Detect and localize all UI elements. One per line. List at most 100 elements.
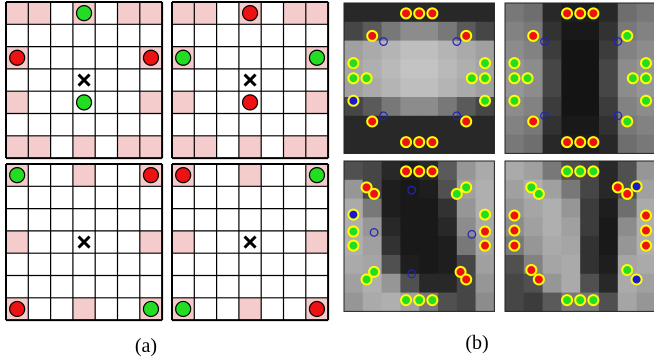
heatmap-cell (636, 40, 654, 60)
heatmap-bottom-right (504, 160, 654, 312)
heatmap-cell (617, 40, 637, 60)
shaded-cell (139, 135, 163, 159)
shaded-cell (6, 135, 29, 159)
heatmap-cell (523, 217, 543, 237)
heatmap-cell (344, 21, 364, 41)
heatmap-cell (561, 115, 581, 135)
heatmap-cell (344, 3, 364, 23)
green-keypoint (368, 265, 381, 278)
heatmap-cell (561, 21, 581, 41)
green-keypoint (525, 181, 538, 194)
heatmap-cell (523, 292, 543, 312)
caption-a: (a) (135, 335, 157, 357)
red-dot (9, 49, 26, 66)
open-blue-circle (407, 185, 417, 195)
green-keypoint (479, 72, 491, 85)
open-blue-circle (369, 228, 379, 237)
heatmap-cell (599, 21, 619, 41)
grid-bottom-right (171, 163, 330, 322)
heatmap-cell (475, 179, 495, 199)
green-keypoint (347, 72, 360, 85)
heatmap-cell (400, 97, 420, 117)
heatmap-cell (400, 59, 420, 79)
heatmap-cell (400, 21, 420, 41)
shaded-cell (238, 164, 262, 187)
heatmap-cell (542, 40, 562, 60)
shaded-cell (6, 2, 29, 25)
heatmap-cell (580, 217, 600, 237)
heatmap-cell (561, 236, 581, 256)
heatmap-cell (599, 40, 619, 60)
heatmap-cell (344, 115, 364, 135)
grid-top-left (5, 1, 164, 160)
heatmap-cell (362, 161, 382, 181)
red-keypoint (360, 181, 373, 194)
heatmap-cell (381, 179, 401, 199)
green-keypoint (508, 57, 521, 70)
heatmap-cell (344, 273, 364, 293)
red-keypoint (561, 136, 574, 149)
heatmap-cell (438, 78, 458, 98)
heatmap-cell (523, 134, 543, 154)
heatmap-cell (438, 59, 458, 79)
green-keypoint (574, 165, 587, 178)
heatmap-cell (362, 292, 382, 312)
heatmap-cell (599, 78, 619, 98)
heatmap-cell (542, 97, 562, 117)
heatmap-cell (438, 255, 458, 275)
red-keypoint (460, 115, 473, 128)
heatmap-cell (617, 3, 637, 23)
open-blue-circle (452, 37, 462, 46)
heatmap-cell (419, 179, 439, 199)
heatmap-cell (542, 292, 562, 312)
green-keypoint (347, 57, 360, 70)
shaded-cell (283, 135, 306, 159)
heatmap-cell (475, 40, 495, 60)
green-keypoint (479, 57, 491, 70)
red-dot (175, 167, 192, 184)
red-keypoint (525, 264, 538, 277)
shaded-cell (172, 2, 195, 25)
heatmap-cell (636, 292, 654, 312)
heatmap-cell (617, 134, 637, 154)
heatmap-cell (542, 59, 562, 79)
heatmap-cell (419, 59, 439, 79)
heatmap-top-right (504, 2, 654, 154)
center-cross (77, 235, 91, 249)
open-blue-circle (540, 111, 549, 121)
heatmap-cell (561, 255, 581, 275)
heatmap-cell (438, 292, 458, 312)
heatmap-cell (438, 115, 458, 135)
cross-stroke (243, 73, 257, 87)
heatmap-cell (344, 255, 364, 275)
red-keypoint (621, 187, 634, 200)
heatmap-cell (617, 236, 637, 256)
heatmap-border (343, 160, 495, 312)
center-cross (243, 73, 257, 87)
heatmap-cell (636, 78, 654, 98)
red-dot (308, 300, 326, 318)
heatmap-cell (381, 273, 401, 293)
red-keypoint (640, 209, 652, 222)
heatmap-border (343, 2, 495, 154)
shaded-cell (72, 135, 96, 159)
green-keypoint (621, 29, 634, 42)
green-dot (75, 5, 93, 22)
shaded-cell (305, 230, 329, 254)
shaded-cell (305, 91, 329, 114)
green-keypoint (640, 72, 652, 85)
heatmap-cell (542, 134, 562, 154)
heatmap-cell (505, 255, 525, 275)
heatmap-cell (505, 3, 525, 23)
heatmap-cell (505, 161, 525, 181)
green-keypoint (587, 294, 600, 307)
green-keypoint (426, 294, 439, 307)
heatmap-cell (580, 179, 600, 199)
heatmap-cell (381, 292, 401, 312)
heatmap-cell (362, 198, 382, 218)
red-keypoint (366, 115, 379, 128)
heatmap-cell (617, 217, 637, 237)
heatmap-cell (438, 236, 458, 256)
heatmap-cell (580, 59, 600, 79)
green-keypoint (360, 72, 373, 85)
